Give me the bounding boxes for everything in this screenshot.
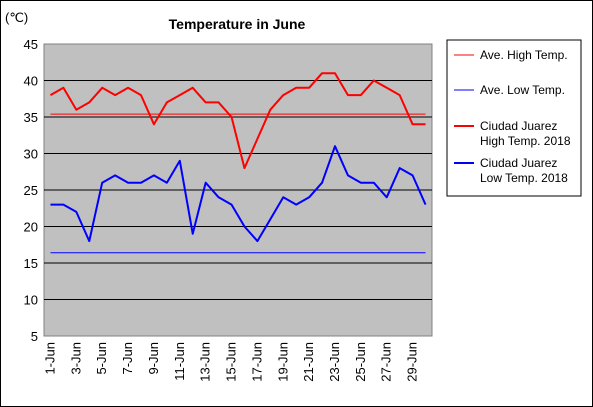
- x-tick-label: 27-Jun: [379, 342, 394, 382]
- y-tick-label: 25: [24, 183, 38, 198]
- legend: [446, 39, 582, 197]
- y-tick-label: 20: [24, 220, 38, 235]
- x-tick-label: 13-Jun: [198, 342, 213, 382]
- y-tick-label: 40: [24, 74, 38, 89]
- x-tick-label: 9-Jun: [146, 342, 161, 375]
- series-line-3: [50, 145, 427, 243]
- legend-label-2: High Temp. 2018: [480, 134, 571, 148]
- x-tick-label: 3-Jun: [68, 342, 83, 375]
- legend-label-3: Ciudad Juarez: [480, 156, 557, 170]
- y-tick-label: 10: [24, 293, 38, 308]
- legend-label-1: Ave. Low Temp.: [480, 83, 565, 97]
- x-tick-label: 29-Jun: [405, 342, 420, 382]
- y-tick-label: 45: [24, 37, 38, 52]
- y-tick-label: 35: [24, 110, 38, 125]
- x-tick-label: 5-Jun: [94, 342, 109, 375]
- x-axis-ticks: 1-Jun 3-Jun 5-Jun 7-Jun 9-Jun 11-Jun 13-Jun 15-…: [42, 342, 419, 382]
- series-lines: [49, 72, 427, 254]
- x-tick-label: 11-Jun: [172, 342, 187, 381]
- legend-entries: Ave. High Temp. Ave. Low Temp. Ciudad Juar…: [454, 48, 571, 185]
- x-tick-label: 25-Jun: [353, 342, 368, 382]
- x-tick-label: 1-Jun: [42, 342, 57, 375]
- x-tick-label: 19-Jun: [275, 342, 290, 382]
- x-tick-label: 17-Jun: [249, 342, 264, 382]
- chart-title: Temperature in June: [169, 16, 306, 32]
- series-line-2: [49, 72, 426, 170]
- x-tick-label: 23-Jun: [327, 342, 342, 382]
- x-tick-label: 7-Jun: [120, 342, 135, 375]
- x-tick-label: 15-Jun: [224, 342, 239, 382]
- y-tick-label: 30: [24, 147, 38, 162]
- y-axis-ticks: 5 10 15 20 25 30 35 40 45: [24, 37, 38, 344]
- x-tick-label: 21-Jun: [301, 342, 316, 382]
- y-tick-label: 5: [31, 329, 38, 344]
- legend-label-0: Ave. High Temp.: [480, 48, 568, 62]
- legend-label-2: Ciudad Juarez: [480, 119, 557, 133]
- grid-lines: [44, 80, 432, 300]
- unit-label: (℃): [5, 10, 28, 25]
- y-tick-label: 15: [24, 256, 38, 271]
- legend-label-3: Low Temp. 2018: [480, 171, 568, 185]
